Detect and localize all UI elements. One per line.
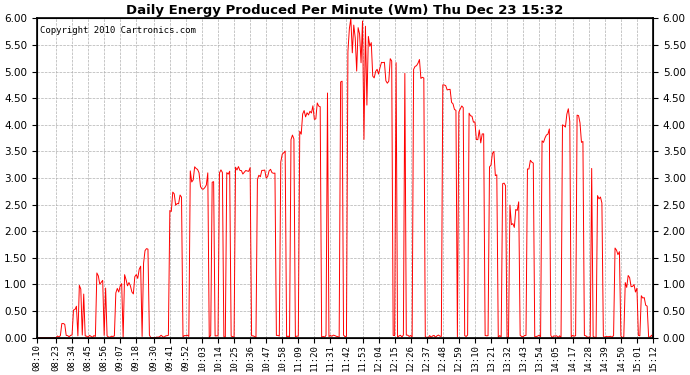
- Title: Daily Energy Produced Per Minute (Wm) Thu Dec 23 15:32: Daily Energy Produced Per Minute (Wm) Th…: [126, 4, 564, 17]
- Text: Copyright 2010 Cartronics.com: Copyright 2010 Cartronics.com: [40, 26, 196, 35]
